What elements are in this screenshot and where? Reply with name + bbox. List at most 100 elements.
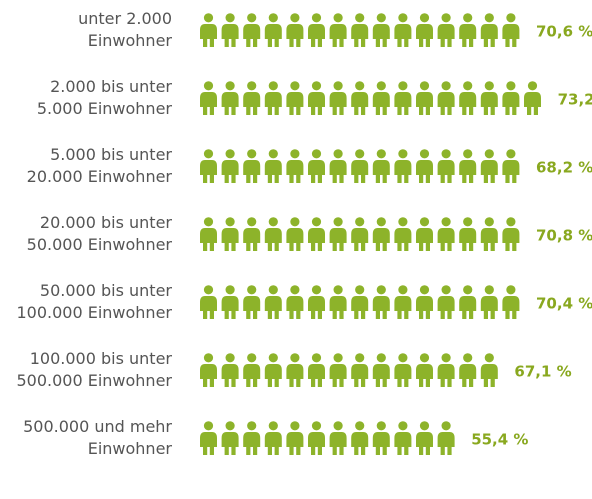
icon-body xyxy=(459,228,477,251)
value-label: 55,4 % xyxy=(471,431,528,449)
icon-head xyxy=(441,353,451,363)
icon-body xyxy=(524,92,541,115)
icon-head xyxy=(247,13,257,23)
icon-head xyxy=(311,217,322,227)
icon-body xyxy=(264,364,282,387)
icon-head xyxy=(333,81,343,91)
icon-head xyxy=(333,217,343,227)
value-label: 67,1 % xyxy=(514,363,571,381)
person-icon xyxy=(480,13,498,47)
icon-body xyxy=(502,92,520,115)
person-icon xyxy=(351,149,369,183)
person-icon xyxy=(329,149,347,183)
person-icon xyxy=(351,13,369,47)
person-icon xyxy=(200,149,217,183)
icon-body xyxy=(286,92,304,115)
icon-body xyxy=(459,296,477,319)
icon-body xyxy=(502,228,520,251)
icon-head xyxy=(247,81,257,91)
icon-body xyxy=(200,92,217,115)
icon-head xyxy=(355,81,365,91)
value-label: 70,8 % xyxy=(536,227,592,245)
category-label: 5.000 bis unter 20.000 Einwohner xyxy=(26,145,172,186)
icon-head xyxy=(419,149,430,159)
person-icon xyxy=(221,149,239,183)
icon-body xyxy=(372,364,390,387)
icon-head xyxy=(290,217,300,227)
icon-body xyxy=(286,296,304,319)
icon-head xyxy=(355,353,365,363)
person-icon xyxy=(480,217,498,251)
person-icon xyxy=(329,421,347,455)
icon-head xyxy=(247,353,257,363)
icon-head xyxy=(203,149,214,159)
icon-head xyxy=(311,421,322,431)
icon-body xyxy=(243,228,261,251)
icon-head xyxy=(311,81,322,91)
icon-head xyxy=(225,353,235,363)
icon-body xyxy=(372,92,390,115)
icon-body xyxy=(221,432,239,455)
person-icon xyxy=(221,421,239,455)
person-icon xyxy=(243,217,261,251)
icon-head xyxy=(268,149,278,159)
person-icon xyxy=(502,217,520,251)
person-icon xyxy=(394,421,412,455)
person-icon xyxy=(394,217,412,251)
person-icon xyxy=(264,217,282,251)
icon-head xyxy=(355,285,365,295)
person-icon xyxy=(351,421,369,455)
icon-body xyxy=(394,432,412,455)
icon-head xyxy=(203,421,214,431)
icon-head xyxy=(419,285,430,295)
person-icon xyxy=(372,13,390,47)
icon-body xyxy=(243,364,261,387)
person-icon xyxy=(502,13,520,47)
icon-head xyxy=(398,421,408,431)
person-icon xyxy=(329,13,347,47)
person-icon xyxy=(437,13,455,47)
icon-body xyxy=(308,160,325,183)
person-icon xyxy=(394,353,412,387)
icon-body xyxy=(243,160,261,183)
icon-head xyxy=(376,13,386,23)
icon-head xyxy=(398,285,408,295)
icon-head xyxy=(376,421,386,431)
icon-body xyxy=(394,24,412,47)
icon-body xyxy=(221,296,239,319)
icon-head xyxy=(203,285,214,295)
icon-body xyxy=(200,432,217,455)
person-icon xyxy=(329,353,347,387)
person-icon xyxy=(286,353,304,387)
icon-body xyxy=(329,432,347,455)
person-icon xyxy=(372,149,390,183)
icon-body xyxy=(416,24,433,47)
icon-body xyxy=(308,92,325,115)
icon-body xyxy=(351,92,369,115)
icon-body xyxy=(308,296,325,319)
category-label: 100.000 bis unter 500.000 Einwohner xyxy=(16,349,172,390)
icon-body xyxy=(416,160,433,183)
icon-head xyxy=(290,421,300,431)
icon-body xyxy=(221,92,239,115)
person-icon xyxy=(200,81,217,115)
person-icon xyxy=(416,353,433,387)
person-icon xyxy=(329,81,347,115)
icon-head xyxy=(268,285,278,295)
icon-body xyxy=(200,228,217,251)
icon-head xyxy=(419,13,430,23)
icon-head xyxy=(506,217,516,227)
person-icon xyxy=(221,285,239,319)
icon-head xyxy=(484,353,494,363)
person-icon xyxy=(480,81,498,115)
icon-head xyxy=(506,149,516,159)
person-icon xyxy=(524,81,541,115)
person-icon xyxy=(416,13,433,47)
icon-body xyxy=(308,24,325,47)
icon-body xyxy=(480,364,498,387)
icon-head xyxy=(441,81,451,91)
icon-body xyxy=(372,160,390,183)
icon-head xyxy=(527,81,538,91)
category-label: unter 2.000 Einwohner xyxy=(78,9,172,50)
